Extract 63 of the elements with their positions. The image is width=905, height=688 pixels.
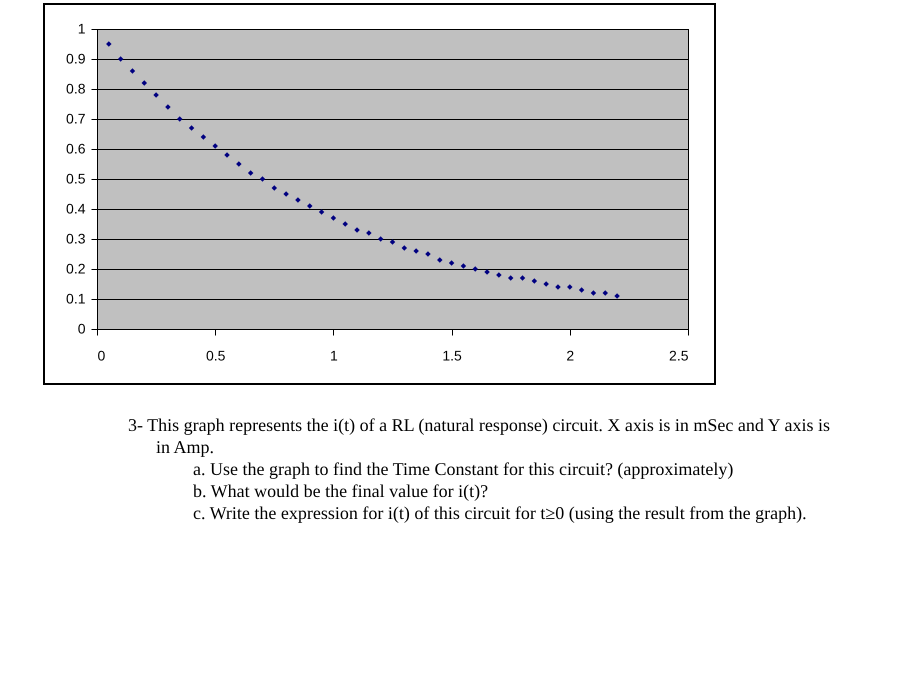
point [508, 275, 514, 281]
point [496, 272, 502, 278]
point [460, 263, 466, 269]
point [342, 221, 348, 227]
x-tick-label: 0.5 [206, 348, 226, 364]
point [437, 257, 443, 263]
text: 3- This graph represents the i(t) of a RL (natural response) circuit. X axis is in mSec and Y axis is in Amp. [128, 414, 831, 458]
y-tick-label: 0.4 [66, 200, 86, 216]
x-tick-label: 1 [330, 348, 338, 364]
point [118, 56, 124, 62]
point [543, 281, 549, 287]
y-tick-label: 0.7 [66, 110, 86, 126]
text: c. Write the expression for i(t) of this circuit for t≥0 (using the result from the graph). [192, 502, 808, 524]
point [413, 248, 419, 254]
point [200, 134, 206, 140]
point [236, 161, 242, 167]
point [142, 80, 148, 86]
text: b. What would be the final value for i(t)? [192, 480, 490, 502]
y-tick-label: 0.5 [66, 170, 86, 186]
y-tick-label: 0.3 [66, 230, 86, 246]
y-tick-label: 0 [78, 320, 86, 336]
x-tick-label: 1.5 [442, 348, 462, 364]
point [484, 269, 490, 275]
point [390, 239, 396, 245]
y-tick-label: 1 [78, 20, 86, 36]
point [448, 260, 454, 266]
y-tick-label: 0.1 [66, 290, 86, 306]
point [188, 125, 194, 131]
x-tick-label: 0 [98, 348, 106, 364]
point [354, 227, 360, 233]
y-tick-label: 0.9 [66, 50, 86, 66]
point [555, 284, 561, 290]
point [330, 215, 336, 221]
point [366, 230, 372, 236]
point [378, 236, 384, 242]
point [520, 275, 526, 281]
point [106, 41, 112, 47]
y-tick-label: 0.2 [66, 260, 86, 276]
x-tick-label: 2 [566, 348, 574, 364]
point [425, 251, 431, 257]
point [567, 284, 573, 290]
point [177, 116, 182, 122]
x-tick-label: 2.5 [669, 348, 689, 364]
point [224, 152, 230, 158]
point [248, 170, 254, 176]
point [212, 143, 218, 149]
point [165, 104, 171, 110]
point [472, 266, 478, 272]
point [614, 293, 620, 299]
point [130, 68, 136, 74]
point [283, 191, 289, 197]
point [272, 185, 278, 191]
y-tick-label: 0.6 [66, 140, 86, 156]
point [578, 287, 584, 293]
point [260, 176, 266, 182]
point [590, 290, 596, 296]
text: a. Use the graph to find the Time Constant for this circuit? (approximately) [192, 458, 734, 480]
point [402, 245, 408, 251]
y-tick-label: 0.8 [66, 80, 86, 96]
point [295, 197, 301, 203]
point [532, 278, 538, 284]
point [318, 209, 324, 215]
point [153, 92, 159, 98]
